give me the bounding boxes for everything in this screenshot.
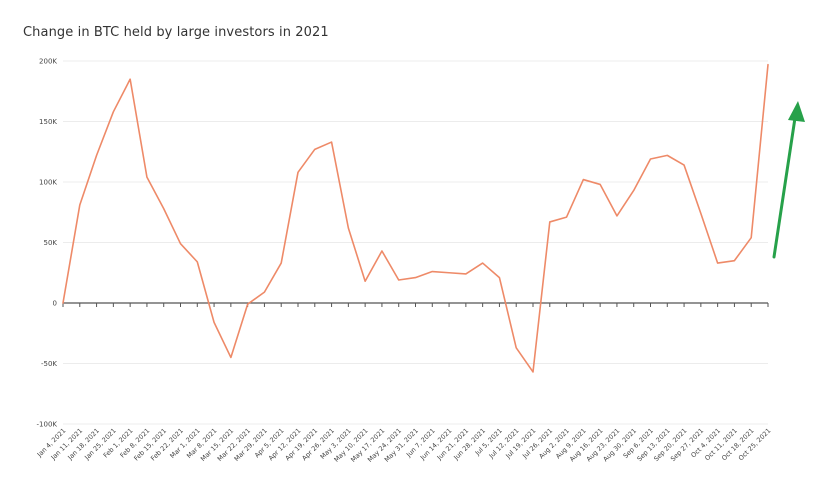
annotation-arrow-shaft [772,116,797,259]
y-tick-label: 50K [44,239,58,247]
y-tick-label: 150K [39,118,57,126]
y-tick-label: -50K [41,360,57,368]
annotation-arrow-head [788,101,805,122]
y-tick-label: -100K [37,421,58,429]
chart-title: Change in BTC held by large investors in… [23,25,329,40]
series-line [62,63,769,373]
y-tick-label: 0 [53,300,57,308]
y-tick-label: 200K [39,58,57,66]
y-tick-label: 100K [39,179,57,187]
